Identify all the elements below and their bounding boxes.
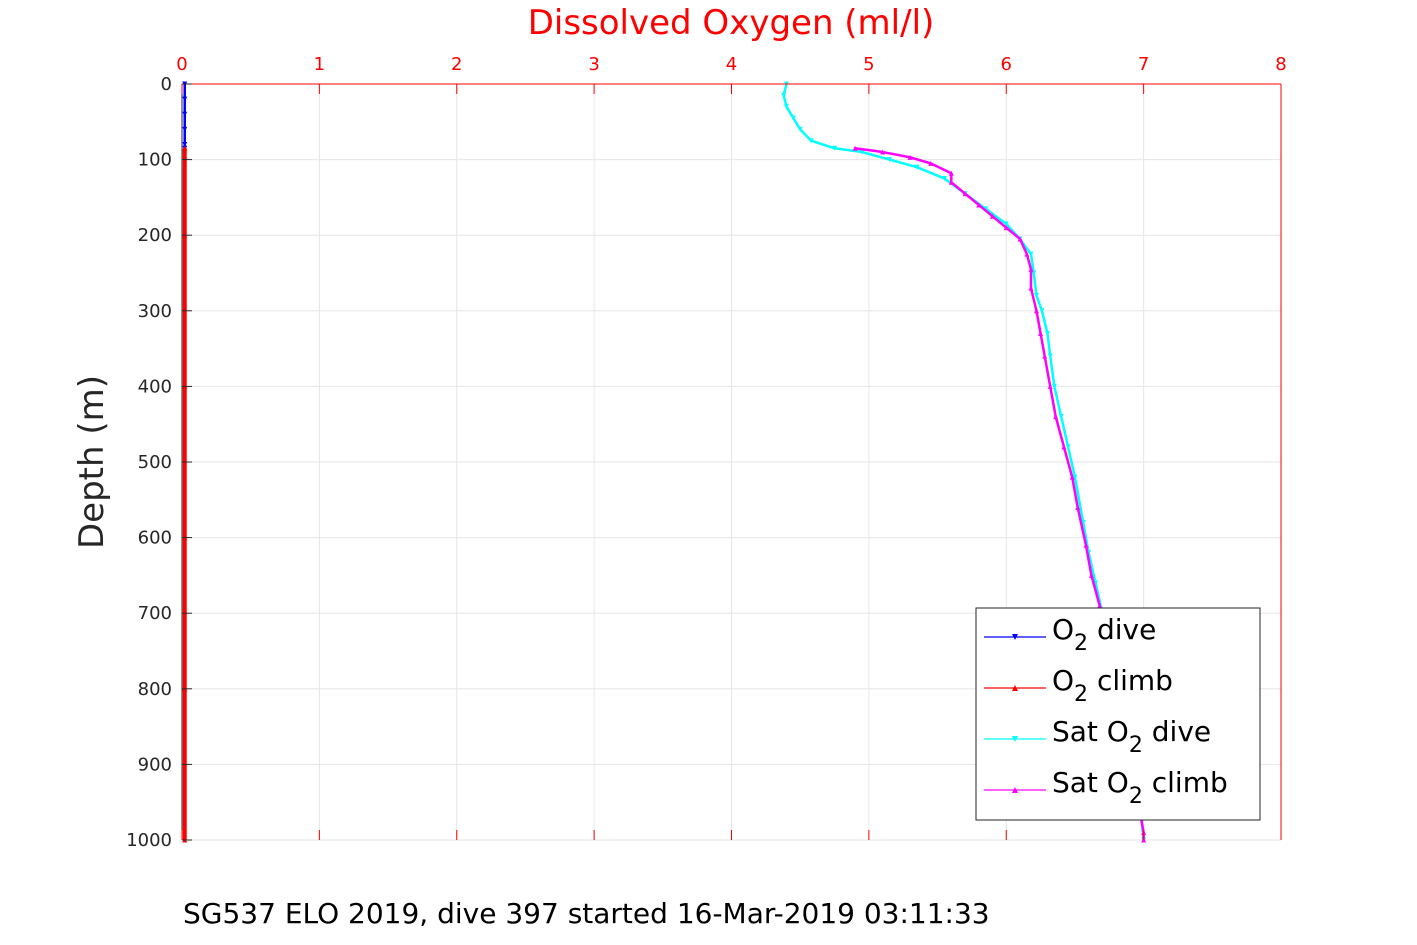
data-point [907,154,913,160]
dive-caption: SG537 ELO 2019, dive 397 started 16-Mar-… [183,897,990,930]
x-tick-label: 5 [863,54,874,75]
legend-label: Sat O2 dive [1052,715,1211,758]
data-point [832,145,838,151]
data-point [1033,308,1039,314]
data-point [1031,270,1037,276]
axes: 0 1 2 3 4 5 6 7 8 0 100 200 300 400 500 600 700 800 900 100… [126,54,1287,851]
data-point [1051,383,1057,389]
y-axis-label: Depth (m) [72,375,112,549]
data-point [990,213,996,219]
data-point [1065,444,1071,450]
data-point [1028,266,1034,272]
y-tick-label: 700 [138,603,172,624]
y-tick-label: 900 [138,754,172,775]
y-tick-label: 100 [138,150,172,171]
data-point [182,126,188,132]
legend-box [975,607,1261,821]
data-point [1024,251,1030,257]
data-point [781,92,787,98]
data-point [1028,251,1034,257]
data-point [182,145,188,151]
x-tick-label: 4 [726,54,737,75]
data-point [941,176,947,181]
data-point [1044,330,1050,336]
x-tick-label: 3 [588,54,599,75]
data-point [928,160,934,166]
data-point [1047,353,1053,359]
data-point [1028,285,1034,291]
data-point [808,138,814,144]
grid-lines [181,83,1282,841]
data-point [1069,474,1075,480]
legend-marker [1012,787,1018,793]
legend-entry: O2 climb [984,664,1173,707]
x-tick-label: 8 [1275,54,1286,75]
y-tick-label: 300 [138,301,172,322]
data-point [182,111,188,117]
data-point [1053,414,1059,420]
data-point [1083,542,1089,548]
data-point [886,157,892,163]
legend: O2 dive O2 climb Sat O2 dive Sat O2 climb [975,607,1261,821]
legend-label: O2 dive [1052,613,1156,656]
data-point [790,115,796,121]
legend-marker [1012,634,1018,640]
legend-marker [1012,685,1018,691]
data-point [1003,221,1009,227]
x-tick-label: 0 [176,54,187,75]
data-point [1097,603,1103,609]
legend-entry: Sat O2 climb [984,766,1228,809]
data-point [859,149,865,155]
series-o2-climb [182,145,188,843]
data-point [914,164,920,170]
data-point [880,149,886,155]
data-point [983,206,989,212]
y-tick-label: 400 [138,376,172,397]
data-point [1047,383,1053,389]
y-tick-label: 500 [138,452,172,473]
data-point [852,145,858,151]
legend-marker [1012,736,1018,742]
legend-label: Sat O2 climb [1052,766,1228,809]
data-point [1017,236,1023,242]
legend-entry: O2 dive [984,613,1156,656]
data-point [948,170,954,176]
data-point [962,191,968,197]
data-point [783,104,789,110]
data-point [1058,414,1064,420]
data-point [1033,293,1039,299]
x-tick-label: 2 [451,54,462,75]
data-point [1072,474,1078,480]
y-tick-label: 800 [138,679,172,700]
x-tick-label: 7 [1138,54,1149,75]
data-point [1042,353,1048,359]
data-point [1088,572,1094,578]
x-tick-label: 1 [314,54,325,75]
legend-label: O2 climb [1052,664,1173,707]
x-tick-label: 6 [1001,54,1012,75]
data-point [1003,225,1009,231]
y-tick-label: 200 [138,225,172,246]
series-o2-dive [182,81,188,151]
data-point [1075,504,1081,510]
data-point [948,179,954,185]
data-point [797,126,803,132]
data-point [1038,330,1044,336]
data-point [1061,444,1067,450]
data-point [1039,308,1045,314]
data-point [182,141,188,147]
chart-title: Dissolved Oxygen (ml/l) [528,3,935,43]
data-point [182,96,188,102]
y-tick-label: 600 [138,528,172,549]
y-tick-label: 0 [161,74,172,95]
data-point [976,202,982,208]
legend-entry: Sat O2 dive [984,715,1211,758]
y-tick-label: 1000 [126,830,172,851]
